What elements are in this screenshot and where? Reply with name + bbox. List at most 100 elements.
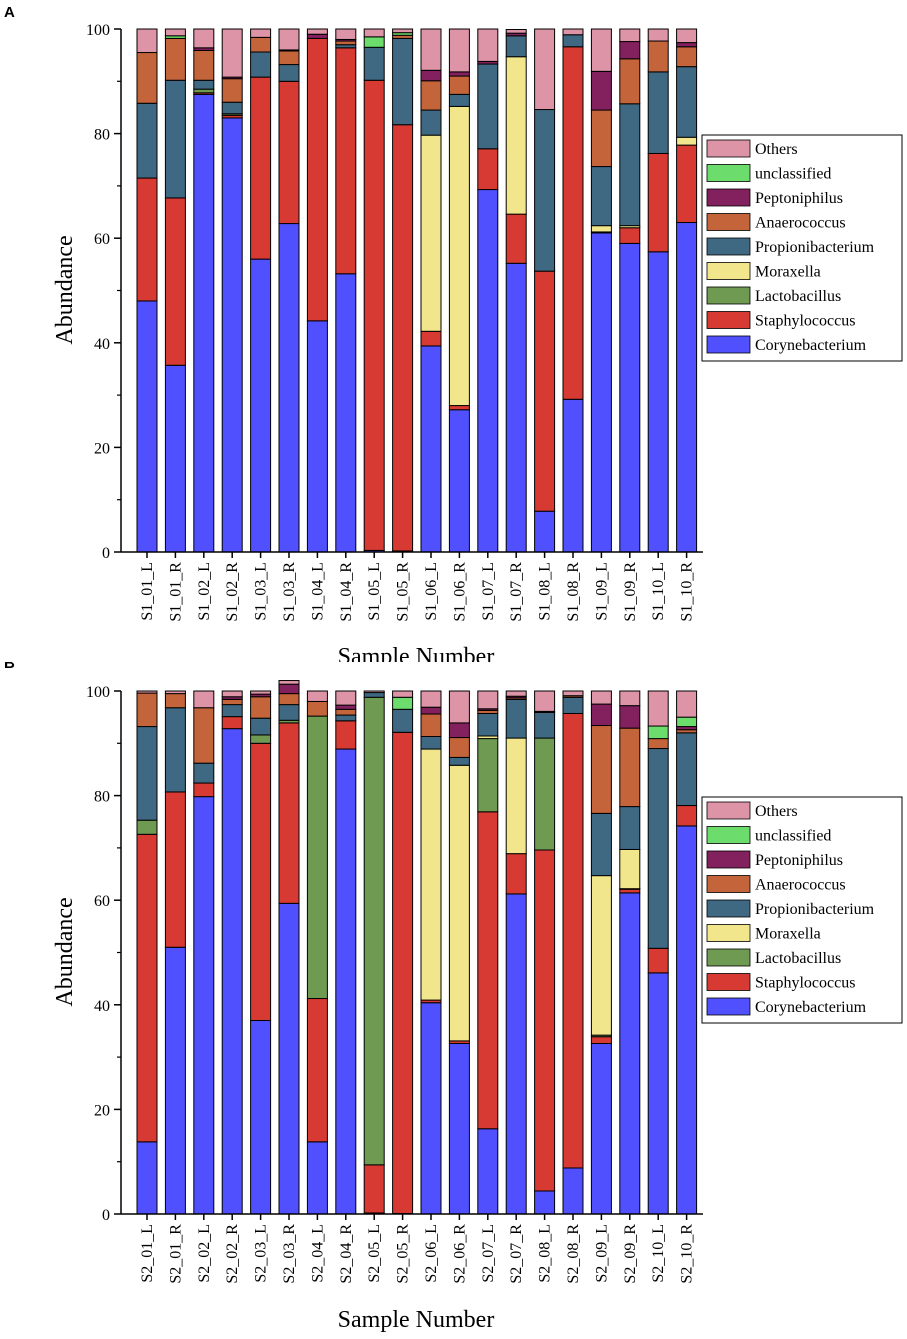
x-tick-label: S1_01_R [167,562,184,622]
bar-segment-staphylococcus [392,731,414,1214]
legend-label: Corynebacterium [755,337,867,354]
bar-segment-corynebacterium [164,364,186,553]
x-tick-label: S1_05_L [366,562,383,621]
legend-swatch [706,139,751,158]
bar-segment-others [193,690,215,709]
bar-segment-others [250,28,272,38]
bar-segment-others [534,690,556,712]
bar-segment-corynebacterium [335,748,357,1215]
panel-b-bar-S2_09_L [590,690,612,1215]
bar-segment-corynebacterium [448,409,470,553]
bar-segment-anaerococcus [164,37,186,81]
panel-b-bar-S2_04_L [306,690,328,1215]
bar-segment-staphylococcus [505,853,527,895]
legend-swatch [706,826,751,844]
bar-segment-propionibacterium [250,51,272,78]
bar-segment-propionibacterium [392,37,414,126]
legend-label: Moraxella [755,926,821,943]
x-tick-label: S2_02_R [224,1224,241,1284]
legend-swatch [706,899,751,918]
legend-item-moraxella: Moraxella [706,924,821,943]
panel-a-bar-S1_02_L [193,28,215,553]
bar-segment-propionibacterium [392,708,414,733]
x-tick-label: S1_07_L [480,562,497,621]
bar-segment-propionibacterium [136,726,158,821]
legend-swatch [706,997,751,1016]
bar-segment-corynebacterium [221,728,243,1215]
bar-segment-corynebacterium [505,893,527,1215]
bar-segment-staphylococcus [306,37,328,322]
bar-segment-staphylococcus [392,124,414,552]
bar-segment-propionibacterium [448,93,470,107]
bar-segment-anaerococcus [250,36,272,53]
bar-segment-corynebacterium [477,1128,499,1215]
x-tick-label: S1_09_R [622,562,639,622]
bar-segment-propionibacterium [505,35,527,58]
y-tick-label: 40 [94,998,110,1015]
bar-segment-others [448,28,470,73]
bar-segment-staphylococcus [278,80,300,225]
panel-b-bar-S2_08_L [534,690,556,1215]
x-tick-label: S1_08_R [565,562,582,622]
x-tick-label: S1_04_R [338,562,355,622]
legend-item-moraxella: Moraxella [706,262,821,281]
bar-segment-propionibacterium [590,166,612,227]
x-tick-label: S2_09_R [622,1224,639,1284]
bar-segment-anaerococcus [278,50,300,66]
panel-a-y-axis-title: Abundance [52,235,78,344]
legend-swatch [706,948,751,967]
panel-a-bar-S1_08_L [534,28,556,553]
bar-segment-peptoniphilus [448,722,470,739]
bar-segment-staphylococcus [562,712,584,1169]
legend-item-corynebacterium: Corynebacterium [706,335,867,354]
panel-a-bar-S1_04_R [335,28,357,553]
panel-a-x-ticks: S1_01_L S1_01_R S1_02_L S1_02_R S1_03_L S1_03… [139,552,696,622]
panel-b-bar-S2_06_R [448,690,470,1215]
bar-segment-anaerococcus [335,40,357,46]
x-tick-label: S1_10_L [650,562,667,621]
bar-segment-peptoniphilus [335,704,357,710]
panel-a-bar-S1_03_R [278,28,300,553]
bar-segment-lactobacillus [534,737,556,851]
bar-segment-lactobacillus [477,738,499,813]
bar-segment-others [164,690,186,695]
legend-item-corynebacterium: Corynebacterium [706,997,867,1016]
bar-segment-corynebacterium [505,262,527,553]
legend-label: Peptoniphilus [755,852,843,869]
bar-segment-anaerococcus [448,75,470,95]
panel-a-bar-S1_10_R [676,28,698,553]
bar-segment-propionibacterium [590,812,612,877]
bar-segment-staphylococcus [448,405,470,411]
bar-segment-others [278,680,300,685]
bar-segment-staphylococcus [164,791,186,948]
legend-swatch [706,924,751,942]
legend-item-peptoniphilus: Peptoniphilus [706,188,843,207]
x-tick-label: S2_03_R [281,1224,298,1284]
x-tick-label: S2_10_L [650,1224,667,1283]
legend-swatch [706,850,751,869]
bar-segment-corynebacterium [562,398,584,553]
bar-segment-propionibacterium [164,707,186,793]
bar-segment-corynebacterium [619,242,641,553]
bar-segment-moraxella [619,848,641,890]
bar-segment-others [448,690,470,724]
bar-segment-propionibacterium [136,102,158,179]
bar-segment-staphylococcus [306,998,328,1143]
bar-segment-anaerococcus [420,713,442,738]
legend-swatch [706,311,751,329]
legend-swatch [706,286,751,305]
panel-b-bar-S2_04_R [335,690,357,1215]
bar-segment-staphylococcus [534,849,556,1192]
x-tick-label: S2_04_R [338,1224,355,1284]
bar-segment-moraxella [420,134,442,332]
bar-segment-staphylococcus [676,805,698,827]
y-tick-label: 40 [94,336,110,353]
bar-segment-others [647,28,669,42]
bar-segment-propionibacterium [619,806,641,850]
bar-segment-propionibacterium [250,717,272,736]
bar-segment-anaerococcus [250,696,272,719]
bar-segment-propionibacterium [278,704,300,721]
panel-b-bar-S2_02_L [193,690,215,1215]
bar-segment-staphylococcus [363,79,385,551]
